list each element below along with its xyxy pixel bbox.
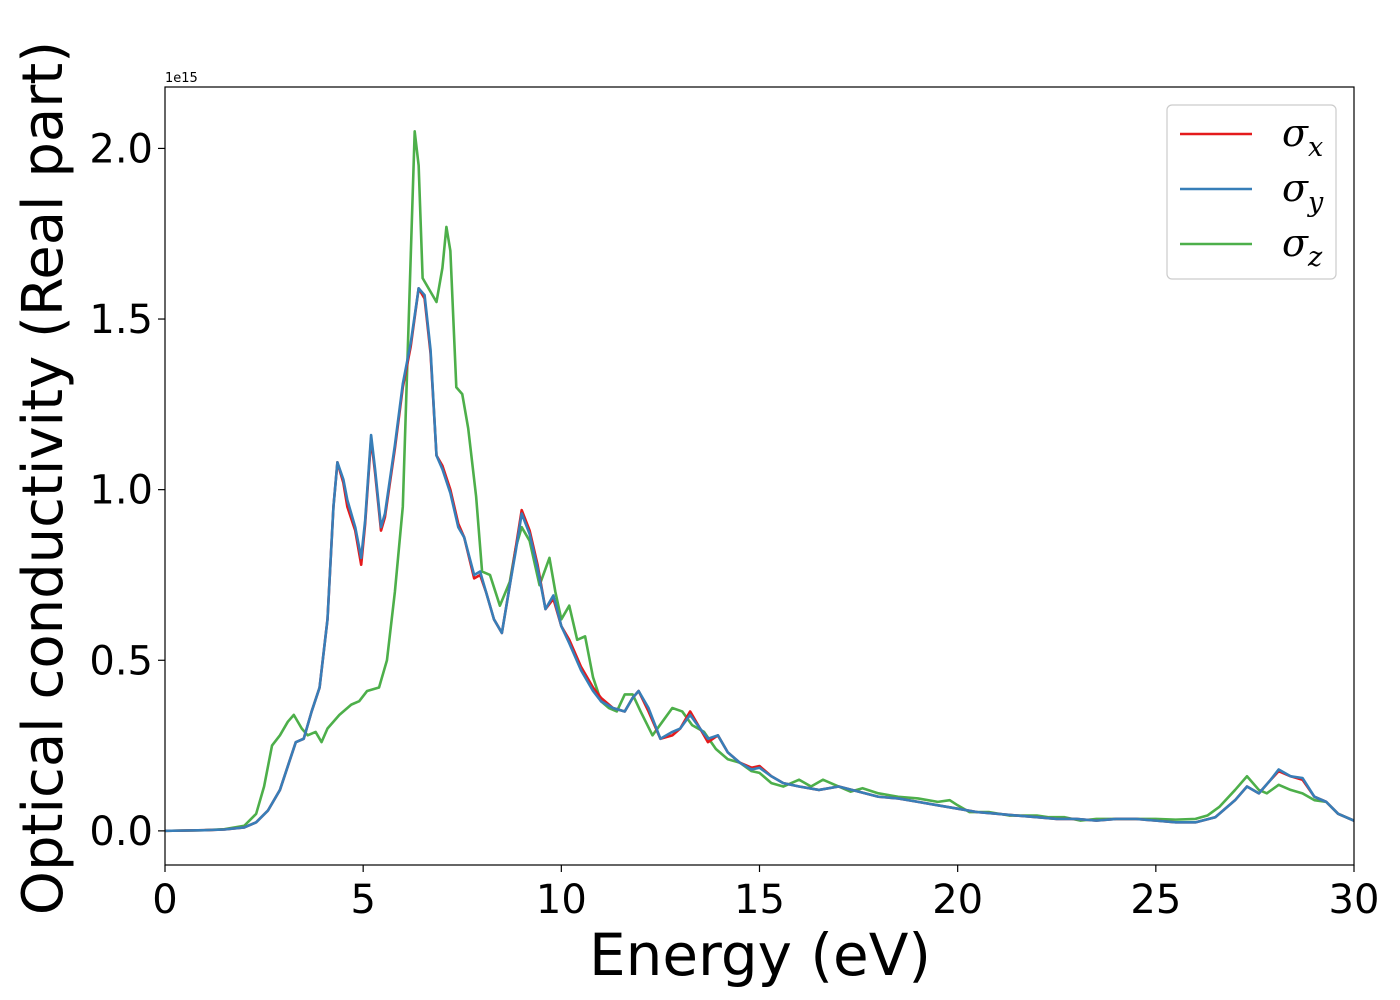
y-tick-label: 0.5 [89,638,153,684]
x-tick-label: 30 [1329,877,1380,923]
legend-box [1166,104,1337,280]
legend-label-x: σx [1282,111,1323,163]
x-tick-label: 25 [1130,877,1181,923]
legend-label-z: σz [1282,221,1323,273]
y-tick-label: 2.0 [89,126,153,172]
plot-area [165,130,1354,833]
y-tick-label: 1.0 [89,468,153,514]
x-tick-label: 5 [350,877,375,923]
y-tick-label: 0.0 [89,809,153,855]
x-axis-title: Energy (eV) [589,921,931,989]
x-tick-label: 20 [932,877,983,923]
x-tick-label: 0 [152,877,177,923]
series-line-y [165,287,1354,833]
y-tick-label: 1.5 [89,297,153,343]
series-line-z [165,130,1354,833]
plot-frame [164,86,1355,866]
y-axis-ticks: 0.0 0.5 1.0 1.5 2.0 [89,126,165,855]
x-tick-label: 15 [734,877,785,923]
legend-label-y: σy [1282,166,1324,218]
x-tick-label: 10 [536,877,587,923]
series-line-x [165,287,1354,833]
x-axis-ticks: 0 5 10 15 20 25 30 [152,865,1379,923]
y-offset-label: 1e15 [165,71,198,86]
y-axis-title: Optical conductivity (Real part) [11,41,76,915]
